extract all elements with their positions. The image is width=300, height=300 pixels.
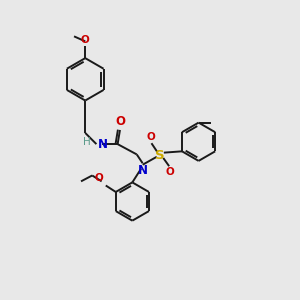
Text: N: N xyxy=(98,138,108,151)
Text: N: N xyxy=(138,164,148,177)
Text: O: O xyxy=(146,132,155,142)
Text: S: S xyxy=(155,148,165,161)
Text: O: O xyxy=(94,172,103,182)
Text: H: H xyxy=(83,137,91,147)
Text: O: O xyxy=(116,115,126,128)
Text: O: O xyxy=(81,34,90,45)
Text: O: O xyxy=(165,167,174,177)
